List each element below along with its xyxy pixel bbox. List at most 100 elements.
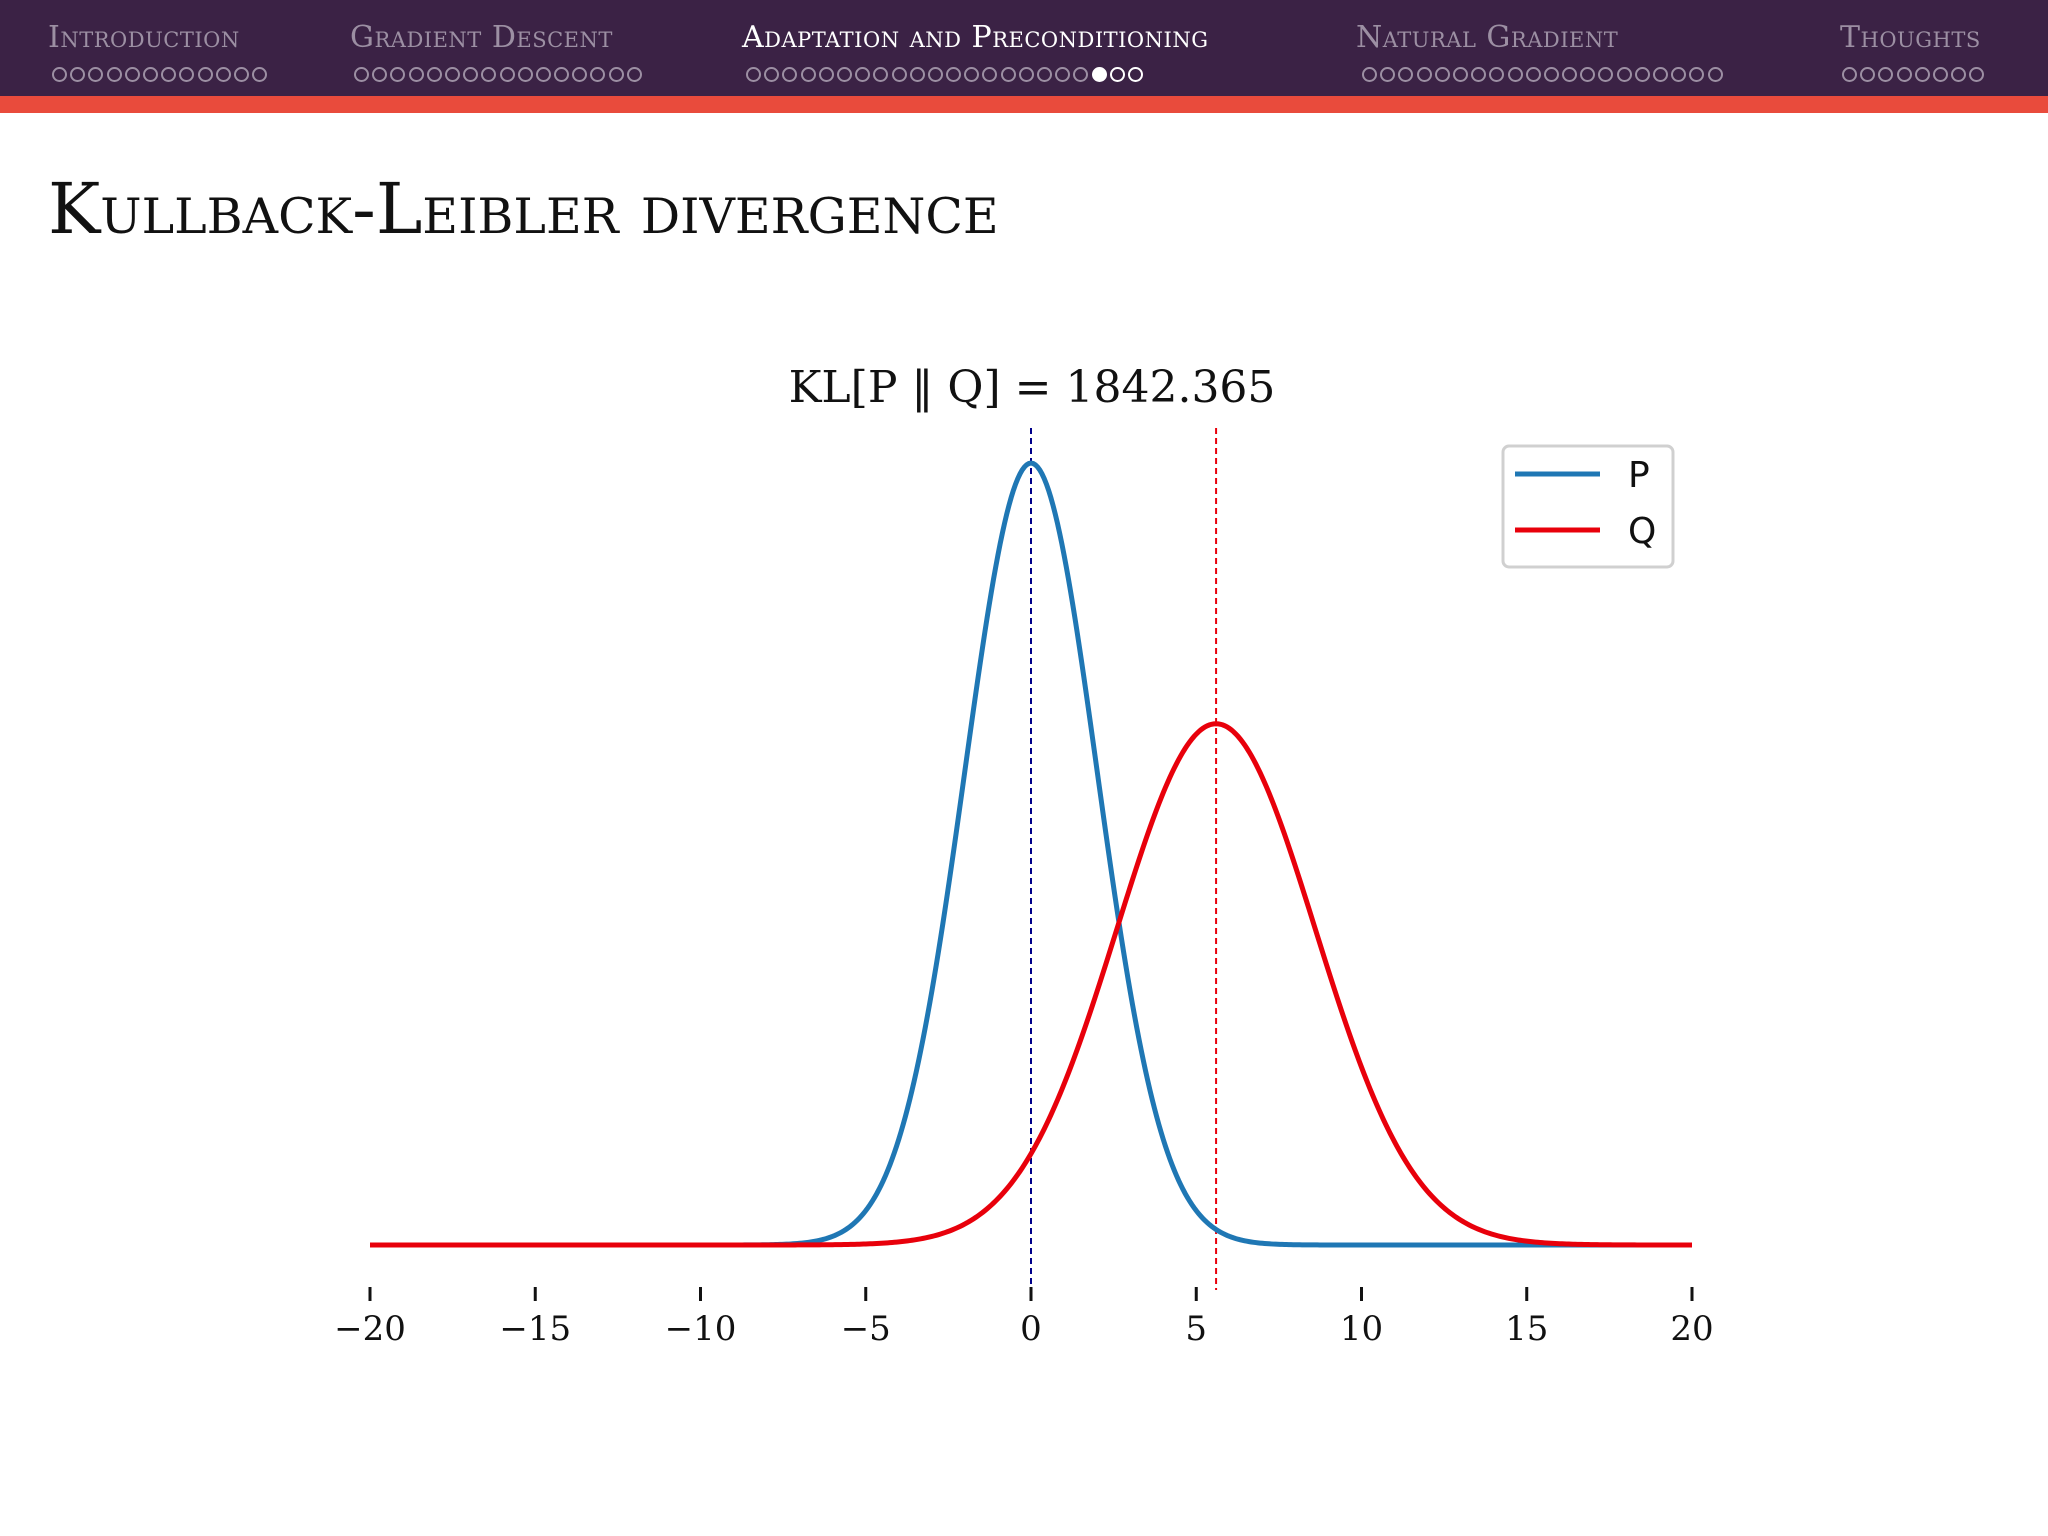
slide-dot[interactable] bbox=[1689, 67, 1705, 82]
slide-dot[interactable] bbox=[891, 67, 907, 82]
slide-dot[interactable] bbox=[1127, 67, 1143, 82]
slide-dot[interactable] bbox=[909, 67, 925, 82]
slide-dot[interactable] bbox=[1073, 67, 1089, 82]
legend-label-p: P bbox=[1628, 455, 1650, 496]
slide-dot[interactable] bbox=[1878, 67, 1894, 82]
slide-dot[interactable] bbox=[1416, 67, 1432, 82]
slide-dot[interactable] bbox=[818, 67, 834, 82]
nav-section-3[interactable]: Adaptation and Preconditioning bbox=[742, 20, 1209, 55]
slide-dot[interactable] bbox=[463, 67, 479, 82]
nav-section-2[interactable]: Gradient Descent bbox=[350, 20, 613, 55]
slide-dot[interactable] bbox=[535, 67, 551, 82]
slide-dot[interactable] bbox=[408, 67, 424, 82]
slide-dot[interactable] bbox=[444, 67, 460, 82]
slide-dot[interactable] bbox=[1525, 67, 1541, 82]
slide-dot[interactable] bbox=[233, 67, 249, 82]
slide-dot[interactable] bbox=[927, 67, 943, 82]
legend-label-q: Q bbox=[1628, 511, 1656, 552]
slide-dot[interactable] bbox=[517, 67, 533, 82]
slide-dot[interactable] bbox=[1707, 67, 1723, 82]
slide-dot[interactable] bbox=[1507, 67, 1523, 82]
slide-dot[interactable] bbox=[855, 67, 871, 82]
slide-dot[interactable] bbox=[1562, 67, 1578, 82]
slide-dot[interactable] bbox=[1951, 67, 1967, 82]
slide-dot[interactable] bbox=[1860, 67, 1876, 82]
slide-dot[interactable] bbox=[179, 67, 195, 82]
slide-dot[interactable] bbox=[873, 67, 889, 82]
slide-dot[interactable] bbox=[590, 67, 606, 82]
slide-dot[interactable] bbox=[1896, 67, 1912, 82]
slide-dot[interactable] bbox=[1489, 67, 1505, 82]
chart-title: KL[P ‖ Q] = 1842.365 bbox=[789, 362, 1276, 413]
slide-dot[interactable] bbox=[554, 67, 570, 82]
x-tick-label: 5 bbox=[1185, 1309, 1207, 1349]
slide-dot[interactable] bbox=[372, 67, 388, 82]
slide-dot[interactable] bbox=[215, 67, 231, 82]
slide-dot[interactable] bbox=[1580, 67, 1596, 82]
slide-dot[interactable] bbox=[1362, 67, 1377, 82]
slide-dot[interactable] bbox=[52, 67, 67, 82]
slide-dot[interactable] bbox=[88, 67, 104, 82]
slide-dot[interactable] bbox=[964, 67, 980, 82]
slide-dot[interactable] bbox=[1380, 67, 1396, 82]
x-tick-label: 10 bbox=[1340, 1309, 1383, 1349]
slide-dot[interactable] bbox=[161, 67, 177, 82]
x-tick-label: 15 bbox=[1505, 1309, 1548, 1349]
slide-dot[interactable] bbox=[142, 67, 158, 82]
slide-dot[interactable] bbox=[1037, 67, 1052, 82]
x-tick-label: 0 bbox=[1020, 1309, 1042, 1349]
slide-dot[interactable] bbox=[1000, 67, 1016, 82]
slide-dot[interactable] bbox=[572, 67, 588, 82]
slide-dot[interactable] bbox=[499, 67, 515, 82]
nav-section-4-slide-dots[interactable] bbox=[1362, 67, 1723, 87]
slide-dot[interactable] bbox=[946, 67, 962, 82]
slide-dot[interactable] bbox=[1616, 67, 1632, 82]
nav-section-2-slide-dots[interactable] bbox=[354, 67, 642, 87]
slide-dot[interactable] bbox=[626, 67, 642, 82]
slide-dot[interactable] bbox=[746, 67, 761, 82]
nav-section-1-slide-dots[interactable] bbox=[52, 67, 268, 87]
slide-dot[interactable] bbox=[1634, 67, 1650, 82]
density-curves bbox=[370, 460, 1692, 1248]
slide-dot[interactable] bbox=[1969, 67, 1985, 82]
x-tick-label: −20 bbox=[334, 1309, 406, 1349]
nav-section-5[interactable]: Thoughts bbox=[1840, 20, 1981, 55]
slide-dot[interactable] bbox=[354, 67, 369, 82]
slide-dot[interactable] bbox=[197, 67, 213, 82]
slide-dot[interactable] bbox=[800, 67, 816, 82]
slide-dot[interactable] bbox=[1543, 67, 1559, 82]
nav-section-5-slide-dots[interactable] bbox=[1842, 67, 1985, 87]
slide-dot[interactable] bbox=[1932, 67, 1948, 82]
slide-dot[interactable] bbox=[1842, 67, 1857, 82]
slide-dot[interactable] bbox=[1109, 67, 1125, 82]
slide-dot[interactable] bbox=[982, 67, 998, 82]
slide-dot[interactable] bbox=[1018, 67, 1034, 82]
slide-dot[interactable] bbox=[252, 67, 268, 82]
slide-dot[interactable] bbox=[1452, 67, 1468, 82]
nav-section-1[interactable]: Introduction bbox=[48, 20, 240, 55]
slide-dot[interactable] bbox=[1398, 67, 1414, 82]
x-tick-label: −5 bbox=[841, 1309, 891, 1349]
slide-dot[interactable] bbox=[1653, 67, 1668, 82]
slide-dot[interactable] bbox=[782, 67, 798, 82]
slide-dot[interactable] bbox=[764, 67, 780, 82]
slide-dot[interactable] bbox=[1671, 67, 1687, 82]
nav-section-3-slide-dots[interactable] bbox=[746, 67, 1143, 87]
slide-dot[interactable] bbox=[1598, 67, 1614, 82]
slide-dot[interactable] bbox=[426, 67, 442, 82]
nav-section-4[interactable]: Natural Gradient bbox=[1356, 20, 1619, 55]
slide-dot[interactable] bbox=[70, 67, 86, 82]
slide-dot[interactable] bbox=[1091, 67, 1107, 82]
slide-dot[interactable] bbox=[1434, 67, 1450, 82]
slide-dot[interactable] bbox=[481, 67, 497, 82]
slide-title: Kullback-Leibler divergence bbox=[48, 168, 999, 250]
slide-dot[interactable] bbox=[390, 67, 406, 82]
slide-dot[interactable] bbox=[1055, 67, 1071, 82]
slide-dot[interactable] bbox=[1471, 67, 1487, 82]
slide-dot[interactable] bbox=[124, 67, 140, 82]
slide-dot[interactable] bbox=[1914, 67, 1930, 82]
slide-dot[interactable] bbox=[608, 67, 624, 82]
slide-dot[interactable] bbox=[106, 67, 122, 82]
slide-dot[interactable] bbox=[836, 67, 852, 82]
